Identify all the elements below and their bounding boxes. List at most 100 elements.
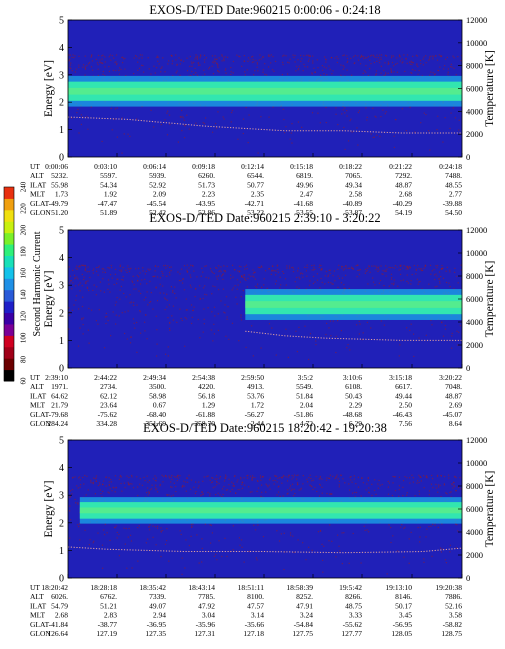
noise-pixel: [320, 264, 322, 267]
noise-pixel: [91, 60, 94, 62]
noise-pixel: [407, 268, 409, 270]
noise-pixel: [137, 267, 140, 270]
noise-pixel: [223, 118, 225, 120]
noise-pixel: [387, 493, 390, 495]
noise-pixel: [257, 152, 259, 154]
noise-pixel: [286, 267, 288, 269]
noise-pixel: [260, 479, 262, 481]
noise-pixel: [341, 265, 343, 268]
noise-pixel: [181, 319, 183, 322]
noise-pixel: [399, 265, 401, 267]
row-value: 7292.: [395, 171, 412, 180]
y-tick-label: 4: [59, 43, 64, 54]
noise-pixel: [244, 484, 246, 486]
noise-pixel: [135, 288, 137, 290]
y2-tick-label: 0: [466, 363, 470, 373]
row-value: 3:15:18: [389, 373, 412, 382]
noise-pixel: [289, 487, 291, 489]
noise-pixel: [84, 74, 86, 76]
noise-pixel: [328, 269, 330, 271]
noise-pixel: [291, 123, 293, 125]
noise-pixel: [285, 126, 287, 128]
row-value: 2.09: [153, 190, 166, 199]
noise-pixel: [366, 57, 368, 59]
noise-pixel: [231, 289, 233, 291]
noise-pixel: [324, 283, 326, 285]
noise-pixel: [447, 68, 449, 70]
noise-pixel: [225, 296, 228, 298]
noise-pixel: [68, 307, 70, 309]
noise-pixel: [141, 484, 143, 486]
noise-pixel: [122, 58, 125, 60]
noise-pixel: [171, 486, 173, 488]
noise-pixel: [75, 299, 77, 301]
noise-pixel: [435, 265, 437, 267]
noise-pixel: [274, 475, 277, 478]
noise-pixel: [88, 342, 90, 344]
noise-pixel: [101, 496, 103, 498]
noise-pixel: [118, 69, 120, 71]
noise-pixel: [198, 485, 200, 487]
noise-pixel: [112, 311, 114, 313]
noise-pixel: [191, 316, 193, 319]
noise-pixel: [337, 320, 339, 322]
row-value: 3.14: [251, 611, 264, 620]
noise-pixel: [216, 70, 219, 72]
noise-pixel: [421, 288, 423, 290]
noise-pixel: [108, 283, 110, 285]
noise-pixel: [120, 68, 122, 70]
noise-pixel: [329, 269, 331, 271]
noise-pixel: [364, 529, 366, 531]
noise-pixel: [88, 543, 90, 546]
noise-pixel: [136, 486, 139, 488]
noise-pixel: [387, 61, 390, 63]
noise-pixel: [392, 55, 395, 57]
noise-pixel: [276, 530, 278, 532]
noise-pixel: [147, 538, 149, 540]
row-value: -40.29: [393, 199, 413, 208]
noise-pixel: [277, 477, 279, 479]
noise-pixel: [149, 524, 151, 526]
noise-pixel: [222, 493, 224, 496]
noise-pixel: [119, 298, 121, 300]
noise-pixel: [341, 267, 343, 269]
noise-pixel: [234, 285, 236, 287]
noise-pixel: [201, 547, 203, 550]
row-value: 56.18: [198, 391, 215, 400]
noise-pixel: [69, 66, 71, 69]
noise-pixel: [104, 347, 106, 349]
noise-pixel: [388, 266, 390, 268]
y-tick-label: 5: [59, 16, 64, 27]
noise-pixel: [294, 281, 296, 283]
noise-pixel: [91, 55, 93, 57]
noise-pixel: [295, 330, 297, 332]
noise-pixel: [410, 323, 412, 325]
noise-pixel: [328, 65, 330, 67]
noise-pixel: [436, 285, 438, 288]
noise-pixel: [460, 269, 462, 271]
noise-pixel: [339, 550, 341, 552]
noise-pixel: [302, 276, 304, 278]
noise-pixel: [180, 533, 182, 536]
noise-pixel: [450, 63, 452, 65]
noise-pixel: [224, 304, 226, 306]
noise-pixel: [369, 271, 371, 273]
noise-pixel: [367, 283, 369, 285]
noise-pixel: [176, 64, 178, 66]
noise-pixel: [198, 64, 200, 66]
noise-pixel: [347, 140, 350, 142]
noise-pixel: [326, 322, 328, 325]
noise-pixel: [204, 117, 207, 119]
noise-pixel: [127, 265, 129, 267]
noise-pixel: [108, 56, 110, 58]
noise-pixel: [90, 481, 92, 483]
noise-pixel: [398, 269, 400, 271]
noise-pixel: [312, 488, 314, 491]
noise-pixel: [401, 58, 403, 60]
noise-pixel: [81, 317, 83, 319]
noise-pixel: [428, 283, 430, 285]
noise-pixel: [272, 106, 274, 108]
noise-pixel: [253, 524, 255, 526]
noise-pixel: [274, 283, 277, 285]
noise-pixel: [432, 58, 434, 60]
